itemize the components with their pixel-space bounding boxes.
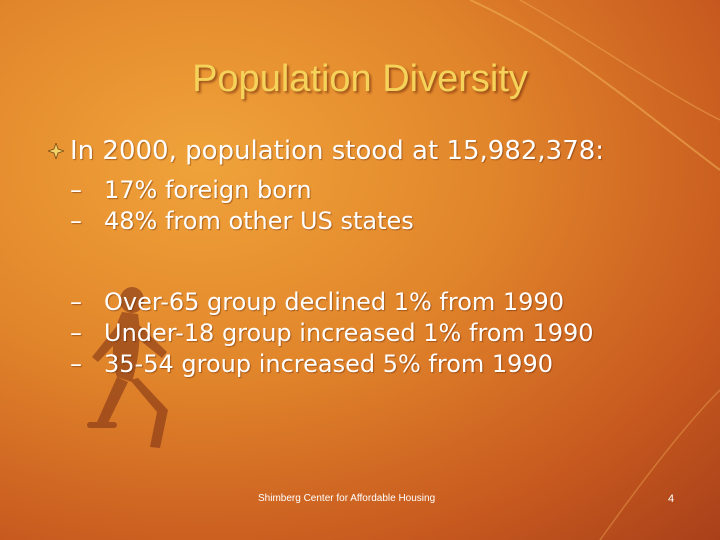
sub-bullet-text: 35-54 group increased 5% from 1990 xyxy=(104,350,553,378)
main-bullet-text: In 2000, population stood at 15,982,378: xyxy=(70,136,605,166)
sub-bullet-text: Over-65 group declined 1% from 1990 xyxy=(104,288,564,316)
dash-marker: – xyxy=(70,288,82,316)
page-number: 4 xyxy=(668,493,675,505)
sub-bullet-text: 17% foreign born xyxy=(104,176,312,204)
main-bullet: In 2000, population stood at 15,982,378: xyxy=(48,134,670,168)
dash-marker: – xyxy=(70,319,82,347)
sprinter-figure xyxy=(87,287,168,448)
dash-marker: – xyxy=(70,207,82,235)
sub-bullet-35-54: – 35-54 group increased 5% from 1990 xyxy=(70,349,670,380)
diamond-bullet-icon xyxy=(48,143,64,159)
dash-marker: – xyxy=(70,350,82,378)
slide-footer: Shimberg Center for Affordable Housing xyxy=(258,493,436,504)
sub-bullet-text: Under-18 group increased 1% from 1990 xyxy=(104,319,594,347)
slide-content: In 2000, population stood at 15,982,378:… xyxy=(48,134,670,380)
sub-bullet-other-states: – 48% from other US states xyxy=(70,206,670,237)
slide-title: Population Diversity xyxy=(192,58,528,100)
sub-bullet-under-18: – Under-18 group increased 1% from 1990 xyxy=(70,318,670,349)
sub-bullet-text: 48% from other US states xyxy=(104,207,414,235)
sub-bullet-foreign-born: – 17% foreign born xyxy=(70,175,670,206)
sub-bullet-over-65: – Over-65 group declined 1% from 1990 xyxy=(70,287,670,318)
dash-marker: – xyxy=(70,176,82,204)
